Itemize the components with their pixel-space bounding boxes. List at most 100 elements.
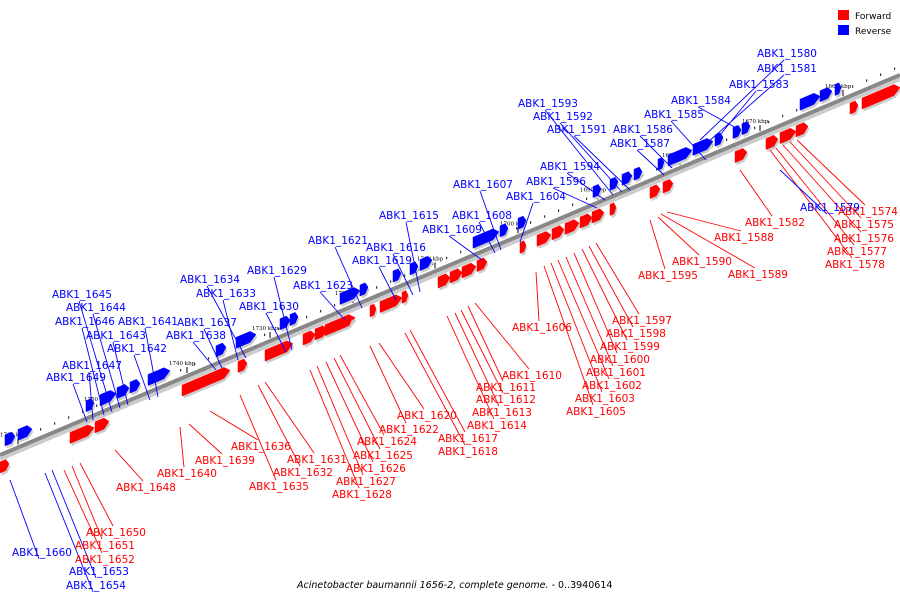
gene-label-abk1-1651[interactable]: ABK1_1651 xyxy=(75,540,135,552)
forward-gene-arrow[interactable] xyxy=(519,240,527,254)
gene-label-abk1-1643[interactable]: ABK1_1643 xyxy=(86,330,146,342)
reverse-gene-arrow[interactable] xyxy=(592,184,602,198)
gene-label-abk1-1604[interactable]: ABK1_1604 xyxy=(506,191,566,203)
gene-label-abk1-1635[interactable]: ABK1_1635 xyxy=(249,481,309,493)
reverse-gene-arrow[interactable] xyxy=(129,379,141,394)
forward-gene-arrow[interactable] xyxy=(69,424,95,444)
gene-label-abk1-1650[interactable]: ABK1_1650 xyxy=(86,527,146,539)
gene-label-abk1-1578[interactable]: ABK1_1578 xyxy=(825,259,885,271)
gene-label-abk1-1583[interactable]: ABK1_1583 xyxy=(729,79,789,91)
gene-label-abk1-1593[interactable]: ABK1_1593 xyxy=(518,98,578,110)
forward-gene-arrow[interactable] xyxy=(449,268,463,284)
forward-gene-arrow[interactable] xyxy=(237,358,248,373)
gene-label-abk1-1610[interactable]: ABK1_1610 xyxy=(502,370,562,382)
gene-label-abk1-1621[interactable]: ABK1_1621 xyxy=(308,235,368,247)
forward-gene-arrow[interactable] xyxy=(264,340,294,362)
forward-gene-arrow[interactable] xyxy=(551,225,565,241)
gene-label-abk1-1596[interactable]: ABK1_1596 xyxy=(526,176,586,188)
gene-label-abk1-1630[interactable]: ABK1_1630 xyxy=(239,301,299,313)
gene-label-abk1-1602[interactable]: ABK1_1602 xyxy=(582,380,642,392)
gene-label-abk1-1595[interactable]: ABK1_1595 xyxy=(638,270,698,282)
forward-gene-arrow[interactable] xyxy=(302,330,316,346)
gene-label-abk1-1591[interactable]: ABK1_1591 xyxy=(547,124,607,136)
gene-label-abk1-1615[interactable]: ABK1_1615 xyxy=(379,210,439,222)
gene-label-abk1-1646[interactable]: ABK1_1646 xyxy=(55,316,115,328)
reverse-gene-arrow[interactable] xyxy=(799,93,821,111)
gene-label-abk1-1636[interactable]: ABK1_1636 xyxy=(231,441,291,453)
forward-gene-arrow[interactable] xyxy=(779,127,797,145)
gene-label-abk1-1624[interactable]: ABK1_1624 xyxy=(357,436,417,448)
reverse-gene-arrow[interactable] xyxy=(85,398,95,413)
forward-gene-arrow[interactable] xyxy=(765,134,779,150)
forward-gene-arrow[interactable] xyxy=(476,257,488,272)
forward-gene-arrow[interactable] xyxy=(379,294,403,313)
forward-gene-arrow[interactable] xyxy=(437,273,451,289)
gene-label-abk1-1614[interactable]: ABK1_1614 xyxy=(467,420,527,432)
gene-label-abk1-1619[interactable]: ABK1_1619 xyxy=(352,255,412,267)
gene-label-abk1-1597[interactable]: ABK1_1597 xyxy=(612,315,672,327)
forward-gene-arrow[interactable] xyxy=(461,262,477,279)
forward-gene-arrow[interactable] xyxy=(662,179,674,194)
forward-gene-arrow[interactable] xyxy=(94,417,110,434)
gene-label-abk1-1627[interactable]: ABK1_1627 xyxy=(336,476,396,488)
gene-label-abk1-1645[interactable]: ABK1_1645 xyxy=(52,289,112,301)
forward-gene-arrow[interactable] xyxy=(536,231,552,247)
reverse-gene-arrow[interactable] xyxy=(741,121,751,136)
gene-label-abk1-1594[interactable]: ABK1_1594 xyxy=(540,161,600,173)
gene-label-abk1-1588[interactable]: ABK1_1588 xyxy=(714,232,774,244)
gene-label-abk1-1577[interactable]: ABK1_1577 xyxy=(827,246,887,258)
forward-gene-arrow[interactable] xyxy=(564,219,580,235)
forward-gene-arrow[interactable] xyxy=(609,202,617,216)
gene-label-abk1-1579[interactable]: ABK1_1579 xyxy=(800,202,860,214)
gene-label-abk1-1581[interactable]: ABK1_1581 xyxy=(757,63,817,75)
reverse-gene-arrow[interactable] xyxy=(392,268,402,283)
reverse-gene-arrow[interactable] xyxy=(4,431,16,447)
gene-label-abk1-1612[interactable]: ABK1_1612 xyxy=(476,394,536,406)
gene-label-abk1-1607[interactable]: ABK1_1607 xyxy=(453,179,513,191)
reverse-gene-arrow[interactable] xyxy=(633,166,643,181)
forward-gene-arrow[interactable] xyxy=(649,184,661,199)
gene-label-abk1-1618[interactable]: ABK1_1618 xyxy=(438,446,498,458)
gene-label-abk1-1638[interactable]: ABK1_1638 xyxy=(166,330,226,342)
gene-label-abk1-1598[interactable]: ABK1_1598 xyxy=(606,328,666,340)
reverse-gene-arrow[interactable] xyxy=(517,215,527,230)
reverse-gene-arrow[interactable] xyxy=(499,223,509,238)
gene-label-abk1-1587[interactable]: ABK1_1587 xyxy=(610,138,670,150)
reverse-gene-arrow[interactable] xyxy=(289,312,299,326)
gene-label-abk1-1631[interactable]: ABK1_1631 xyxy=(287,454,347,466)
gene-label-abk1-1590[interactable]: ABK1_1590 xyxy=(672,256,732,268)
gene-label-abk1-1620[interactable]: ABK1_1620 xyxy=(397,410,457,422)
gene-label-abk1-1608[interactable]: ABK1_1608 xyxy=(452,210,512,222)
gene-label-abk1-1599[interactable]: ABK1_1599 xyxy=(600,341,660,353)
gene-label-abk1-1601[interactable]: ABK1_1601 xyxy=(586,367,646,379)
gene-label-abk1-1580[interactable]: ABK1_1580 xyxy=(757,48,817,60)
forward-gene-arrow[interactable] xyxy=(579,213,593,229)
gene-label-abk1-1623[interactable]: ABK1_1623 xyxy=(293,280,353,292)
gene-label-abk1-1605[interactable]: ABK1_1605 xyxy=(566,406,626,418)
forward-gene-arrow[interactable] xyxy=(795,122,809,138)
gene-label-abk1-1617[interactable]: ABK1_1617 xyxy=(438,433,498,445)
forward-gene-arrow[interactable] xyxy=(189,367,231,394)
gene-label-abk1-1574[interactable]: ABK1_1574 xyxy=(838,206,898,218)
gene-label-abk1-1606[interactable]: ABK1_1606 xyxy=(512,322,572,334)
forward-gene-arrow[interactable] xyxy=(591,208,605,224)
gene-label-abk1-1586[interactable]: ABK1_1586 xyxy=(613,124,673,136)
gene-label-abk1-1633[interactable]: ABK1_1633 xyxy=(196,288,256,300)
reverse-gene-arrow[interactable] xyxy=(834,82,842,96)
gene-label-abk1-1622[interactable]: ABK1_1622 xyxy=(379,424,439,436)
gene-label-abk1-1584[interactable]: ABK1_1584 xyxy=(671,95,731,107)
reverse-gene-arrow[interactable] xyxy=(621,171,633,186)
gene-label-abk1-1629[interactable]: ABK1_1629 xyxy=(247,265,307,277)
gene-label-abk1-1640[interactable]: ABK1_1640 xyxy=(157,468,217,480)
gene-label-abk1-1585[interactable]: ABK1_1585 xyxy=(644,109,704,121)
reverse-gene-arrow[interactable] xyxy=(359,282,369,297)
gene-label-abk1-1647[interactable]: ABK1_1647 xyxy=(62,360,122,372)
gene-label-abk1-1632[interactable]: ABK1_1632 xyxy=(273,467,333,479)
gene-label-abk1-1576[interactable]: ABK1_1576 xyxy=(834,233,894,245)
reverse-gene-arrow[interactable] xyxy=(235,331,257,349)
gene-label-abk1-1637[interactable]: ABK1_1637 xyxy=(177,317,237,329)
reverse-gene-arrow[interactable] xyxy=(419,256,433,272)
gene-label-abk1-1603[interactable]: ABK1_1603 xyxy=(575,393,635,405)
gene-label-abk1-1653[interactable]: ABK1_1653 xyxy=(69,566,129,578)
forward-gene-arrow[interactable] xyxy=(849,100,859,115)
